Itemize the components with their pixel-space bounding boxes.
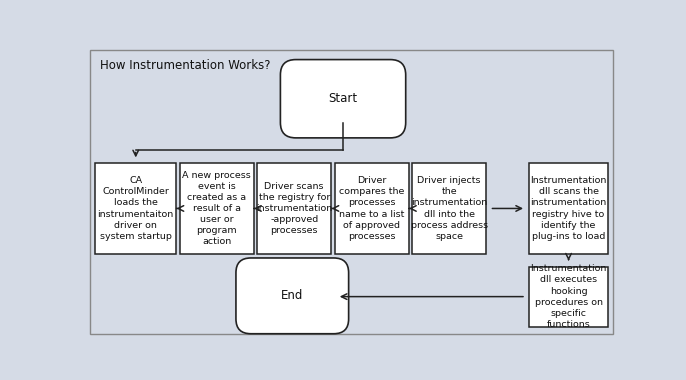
Text: CA
ControlMinder
loads the
instrumentaiton
driver on
system startup: CA ControlMinder loads the instrumentait…	[97, 176, 174, 241]
Text: Instrumentation
dll scans the
instrumentation
registry hive to
identify the
plug: Instrumentation dll scans the instrument…	[530, 176, 606, 241]
Text: Driver scans
the registry for
instrumentation
-approved
processes: Driver scans the registry for instrument…	[256, 182, 332, 235]
Text: A new process
event is
created as a
result of a
user or
program
action: A new process event is created as a resu…	[182, 171, 251, 246]
FancyBboxPatch shape	[180, 163, 254, 253]
FancyBboxPatch shape	[412, 163, 486, 253]
Text: How Instrumentation Works?: How Instrumentation Works?	[99, 59, 270, 73]
FancyBboxPatch shape	[91, 50, 613, 334]
FancyBboxPatch shape	[335, 163, 409, 253]
Text: Start: Start	[329, 92, 357, 105]
FancyBboxPatch shape	[529, 163, 608, 253]
Text: End: End	[281, 289, 303, 302]
FancyBboxPatch shape	[95, 163, 176, 253]
Text: Driver
compares the
processes
name to a list
of approved
processes: Driver compares the processes name to a …	[339, 176, 405, 241]
FancyBboxPatch shape	[281, 60, 405, 138]
Text: Driver injects
the
instrumentation
dll into the
process address
space: Driver injects the instrumentation dll i…	[411, 176, 488, 241]
FancyBboxPatch shape	[257, 163, 331, 253]
FancyBboxPatch shape	[529, 267, 608, 327]
Text: Instrumentation
dll executes
hooking
procedures on
specific
functions: Instrumentation dll executes hooking pro…	[530, 264, 606, 329]
FancyBboxPatch shape	[236, 258, 348, 334]
